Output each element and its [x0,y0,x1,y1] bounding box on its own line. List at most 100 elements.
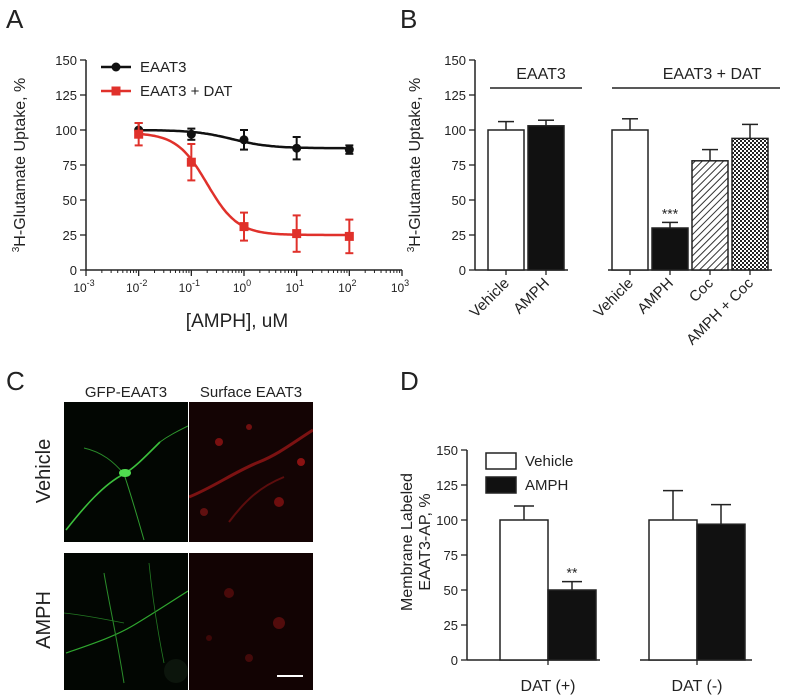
x-tick-exponent: 0 [246,278,251,288]
x-tick-exponent: 2 [352,278,357,288]
y-tick-label: 150 [55,53,77,68]
legend-swatch [485,476,517,494]
y-tick-label: 125 [444,88,466,103]
x-tick-label: Vehicle [467,275,513,321]
x-tick-label: 10-1 [179,278,200,295]
bar-6 [731,137,769,271]
y-tick-label: 25 [63,228,77,243]
panel-d-ylabel-line2: EAAT3-AP, % [417,493,434,590]
x-tick-base: 10 [338,281,352,295]
x-tick-label: 101 [285,278,303,295]
y-tick-label: 75 [444,548,458,563]
bar-4 [651,227,689,271]
x-tick-exponent: -3 [87,278,95,288]
x-tick-base: 10 [391,281,405,295]
legend-label: EAAT3 [140,59,186,76]
panel-d-label: D [400,366,419,396]
group-label-eaat3: EAAT3 [516,66,566,83]
legend-marker [111,86,121,96]
data-point [292,143,302,153]
y-tick-label: 0 [70,263,77,278]
x-tick-label: AMPH [634,275,677,318]
y-tick-label: 75 [452,158,466,173]
bar-5 [691,160,729,271]
legend-label: Vehicle [525,453,573,470]
x-tick-label: 102 [338,278,356,295]
row-label-amph: AMPH [33,591,55,649]
x-tick-label: 100 [233,278,251,295]
panel-c: GFP-EAAT3 Surface EAAT3 Vehicle AMPH [33,384,302,649]
group-label-eaat3-dat: EAAT3 + DAT [663,66,762,83]
x-tick-base: 10 [126,281,140,295]
x-tick-label: DAT (-) [672,678,723,695]
data-point [186,157,196,167]
x-tick-label: DAT (+) [521,678,576,695]
y-tick-label: 150 [436,443,458,458]
panel-b-ylabel: 3H-Glutamate Uptake, % [406,78,424,253]
panel-a-label: A [6,4,24,34]
data-point [134,129,144,139]
data-point [344,145,354,155]
x-tick-exponent: 1 [299,278,304,288]
bar-amph-1 [547,589,597,661]
y-tick-label: 25 [452,228,466,243]
bar-vehicle-1 [499,519,549,661]
x-tick-label: AMPH [510,275,553,318]
panel-b-chart: 3H-Glutamate Uptake, % EAAT3 EAAT3 + DAT… [406,53,780,348]
data-point [186,129,196,139]
bar-3 [611,129,649,271]
panel-a-ylabel: 3H-Glutamate Uptake, % [11,78,29,253]
data-point [344,231,354,241]
bar-vehicle-2 [648,519,698,661]
y-tick-label: 100 [55,123,77,138]
x-tick-base: 10 [179,281,193,295]
y-tick-label: 150 [444,53,466,68]
y-tick-label: 50 [63,193,77,208]
legend-label: AMPH [525,477,568,494]
panel-a-chart: 3H-Glutamate Uptake, % [AMPH], uM 0 25 50 7… [11,53,409,332]
x-tick-label: Vehicle [591,275,637,321]
y-tick-label: 0 [451,653,458,668]
col-label-surface-eaat3: Surface EAAT3 [200,384,302,401]
x-tick-base: 10 [73,281,87,295]
micrograph-amph-surface [189,553,313,690]
legend-marker [111,62,121,72]
panel-c-label: C [6,366,25,396]
panel-b-label: B [400,4,417,34]
y-tick-label: 50 [444,583,458,598]
data-point [239,135,249,145]
x-tick-exponent: -1 [192,278,200,288]
micrograph-vehicle-surface [189,402,313,542]
micrograph-amph-gfp [64,553,188,690]
bar-1 [487,129,525,271]
x-tick-base: 10 [285,281,299,295]
y-tick-label: 0 [459,263,466,278]
y-tick-label: 125 [55,88,77,103]
scale-bar [277,675,303,677]
y-tick-label: 75 [63,158,77,173]
x-tick-exponent: -2 [139,278,147,288]
y-tick-label: 25 [444,618,458,633]
col-label-gfp-eaat3: GFP-EAAT3 [85,384,167,401]
y-tick-label: 50 [452,193,466,208]
legend-swatch [485,452,517,470]
y-tick-label: 125 [436,478,458,493]
panel-d-ylabel-line1: Membrane Labeled [399,473,416,611]
x-tick-label: 10-2 [126,278,147,295]
x-tick-label: Coc [686,274,717,305]
panel-a-xlabel: [AMPH], uM [186,311,288,332]
significance-marker: *** [662,205,679,221]
x-tick-base: 10 [233,281,247,295]
y-tick-label: 100 [444,123,466,138]
x-tick-exponent: 3 [404,278,409,288]
bar-2 [527,125,565,271]
x-tick-label: 10-3 [73,278,94,295]
row-label-vehicle: Vehicle [33,439,55,504]
data-point [239,222,249,232]
legend-label: EAAT3 + DAT [140,83,232,100]
x-tick-label: 103 [391,278,409,295]
y-tick-label: 100 [436,513,458,528]
micrograph-vehicle-gfp [64,402,188,542]
significance-marker: ** [567,565,578,581]
